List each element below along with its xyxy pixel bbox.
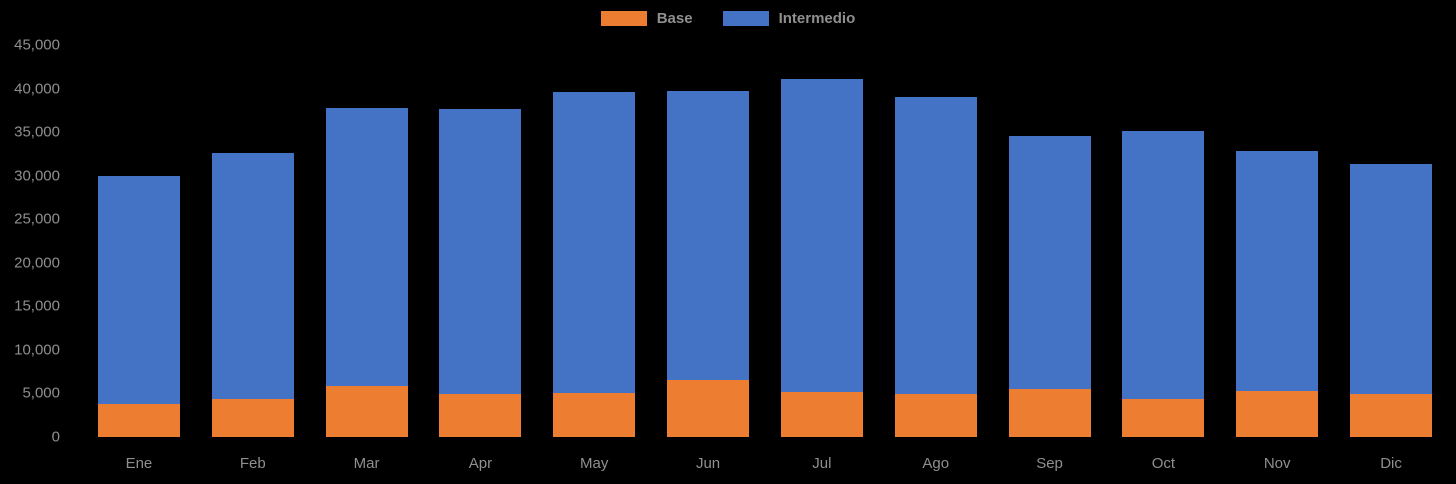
plot-area: [82, 45, 1448, 437]
bar-group-jun: [651, 45, 765, 437]
x-axis-label-jul: Jul: [812, 455, 832, 472]
bar-segment-base-ago: [894, 394, 977, 437]
bar-group-sep: [993, 45, 1107, 437]
legend-swatch-base: [600, 11, 647, 26]
x-axis: Ene Feb Mar Apr May Jun Jul Ago Sep Oct Nov Dic: [82, 455, 1448, 472]
y-tick-label: 5,000: [22, 384, 60, 402]
stacked-bar-jun: [667, 91, 750, 437]
x-axis-label-dic: Dic: [1380, 455, 1402, 472]
bar-group-mar: [310, 45, 424, 437]
bar-group-apr: [423, 45, 537, 437]
stacked-bar-may: [553, 92, 636, 437]
y-tick-label: 0: [51, 428, 60, 446]
bar-segment-intermedio-nov: [1236, 151, 1319, 391]
bar-segment-base-oct: [1122, 398, 1205, 437]
bar-group-nov: [1220, 45, 1334, 437]
bar-segment-intermedio-sep: [1008, 136, 1091, 390]
x-axis-label-feb: Feb: [239, 455, 266, 472]
legend-label-base: Base: [656, 10, 693, 27]
bar-group-dic: [1334, 45, 1448, 437]
stacked-bar-nov: [1236, 151, 1319, 437]
bar-segment-intermedio-jul: [780, 78, 863, 392]
bar-segment-base-ene: [97, 403, 180, 437]
bar-segment-base-apr: [439, 394, 522, 437]
y-tick-label: 45,000: [14, 36, 60, 54]
bar-segment-intermedio-apr: [439, 109, 522, 395]
bar-segment-intermedio-dic: [1350, 164, 1432, 395]
y-tick-label: 30,000: [14, 167, 60, 185]
stacked-bar-mar: [325, 107, 408, 437]
bar-group-may: [537, 45, 651, 437]
x-axis-label-sep: Sep: [1036, 455, 1063, 472]
legend-swatch-intermedio: [722, 11, 769, 26]
x-axis-label-oct: Oct: [1151, 455, 1176, 472]
bar-segment-intermedio-ago: [894, 97, 977, 395]
stacked-bar-feb: [211, 153, 294, 437]
legend-label-intermedio: Intermedio: [778, 10, 856, 27]
bar-segment-base-jun: [667, 380, 750, 437]
y-tick-label: 15,000: [14, 297, 60, 315]
stacked-bar-apr: [439, 109, 522, 437]
bar-segment-intermedio-ene: [97, 175, 180, 404]
x-axis-label-may: May: [580, 455, 609, 472]
bar-group-jul: [765, 45, 879, 437]
legend-item-base: Base: [600, 10, 693, 27]
bar-segment-base-sep: [1008, 389, 1091, 437]
stacked-bar-ago: [894, 97, 977, 437]
y-tick-label: 40,000: [14, 80, 60, 98]
stacked-bar-oct: [1122, 131, 1205, 437]
x-axis-label-nov: Nov: [1263, 455, 1291, 472]
stacked-bar-ene: [97, 175, 180, 437]
y-tick-label: 20,000: [14, 254, 60, 272]
bar-group-oct: [1106, 45, 1220, 437]
legend-item-intermedio: Intermedio: [722, 10, 856, 27]
y-tick-label: 25,000: [14, 210, 60, 228]
bar-segment-intermedio-may: [553, 92, 636, 394]
bar-segment-base-may: [553, 393, 636, 437]
x-axis-label-ene: Ene: [125, 455, 153, 472]
stacked-bar-dic: [1350, 164, 1432, 437]
y-tick-label: 10,000: [14, 341, 60, 359]
bar-segment-base-jul: [780, 391, 863, 437]
chart-legend: Base Intermedio: [0, 10, 1456, 27]
bar-group-feb: [196, 45, 310, 437]
x-axis-label-ago: Ago: [922, 455, 950, 472]
bar-segment-intermedio-feb: [211, 153, 294, 399]
y-tick-label: 35,000: [14, 123, 60, 141]
stacked-bar-sep: [1008, 136, 1091, 437]
y-axis: 0 5,000 10,000 15,000 20,000 25,000 30,000 35,0…: [0, 37, 72, 446]
bar-group-ene: [82, 45, 196, 437]
stacked-bar-jul: [780, 78, 863, 437]
x-axis-label-mar: Mar: [353, 455, 380, 472]
bar-segment-base-nov: [1236, 390, 1319, 437]
bar-segment-base-mar: [325, 385, 408, 437]
x-axis-label-jun: Jun: [695, 455, 721, 472]
bar-segment-intermedio-oct: [1122, 131, 1205, 399]
bar-segment-base-dic: [1350, 394, 1432, 437]
chart-body: 0 5,000 10,000 15,000 20,000 25,000 30,000 35,0…: [0, 37, 1456, 475]
x-axis-label-apr: Apr: [468, 455, 493, 472]
bar-group-ago: [879, 45, 993, 437]
bar-segment-base-feb: [211, 398, 294, 437]
bar-segment-intermedio-mar: [325, 107, 408, 386]
bar-segment-intermedio-jun: [667, 91, 750, 381]
